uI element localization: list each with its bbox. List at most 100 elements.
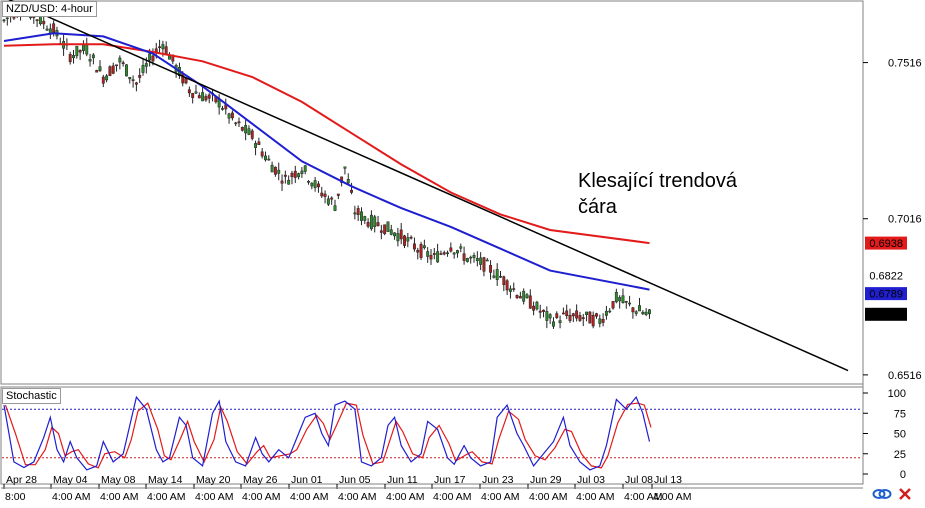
candle-body — [618, 297, 622, 302]
candle-body — [604, 310, 608, 316]
candle-body — [313, 180, 317, 188]
candle-body — [81, 44, 85, 51]
x-axis-time-label: 4:00 AM — [100, 491, 139, 503]
candle-body — [131, 79, 135, 81]
main-panel-frame — [0, 0, 864, 385]
candle-body — [111, 65, 115, 74]
x-axis-time-label: 4:00 AM — [481, 491, 520, 503]
candle-body — [68, 54, 72, 63]
candle-body — [581, 317, 585, 319]
link-icon[interactable] — [872, 487, 892, 501]
candle-body — [479, 257, 483, 265]
candle-body — [264, 155, 267, 161]
candle-body — [297, 173, 301, 178]
candle-body — [495, 269, 499, 280]
x-axis-date-label: May 14 — [148, 474, 183, 486]
candle-body — [201, 92, 205, 102]
candle-body — [307, 181, 310, 183]
candle-body — [144, 63, 148, 67]
candle-body — [187, 89, 191, 94]
x-axis-time-label: 8:00 — [5, 491, 26, 503]
candle-body — [389, 229, 393, 235]
candle-body — [244, 125, 248, 134]
candle-body — [134, 82, 138, 85]
price-label-box — [865, 236, 907, 250]
candle-body — [528, 295, 532, 309]
candle-body — [373, 216, 377, 228]
candle-body — [383, 224, 387, 235]
candle-body — [300, 170, 304, 174]
candle-body — [303, 165, 307, 172]
candle-body — [138, 75, 142, 78]
candle-body — [512, 288, 516, 290]
candle-body — [121, 62, 125, 65]
candle-body — [141, 65, 145, 73]
x-axis-date-label: Jun 17 — [434, 474, 466, 486]
candle-body — [105, 75, 109, 81]
candle-body — [221, 108, 224, 110]
candle-body — [45, 28, 49, 31]
candle-body — [85, 44, 89, 55]
candle-body — [608, 310, 612, 313]
candle-body — [601, 319, 605, 323]
candle-body — [508, 288, 512, 292]
stoch-panel-frame — [0, 386, 864, 485]
x-axis-time-label: 4:00 AM — [624, 491, 663, 503]
candle-body — [164, 46, 168, 54]
price-label-box — [865, 307, 907, 321]
candle-body — [561, 312, 565, 315]
stoch-axis-label: 50 — [894, 429, 906, 441]
candle-body — [492, 275, 496, 278]
candle-body — [250, 130, 254, 139]
candle-body — [452, 252, 456, 255]
candle-body — [346, 179, 350, 184]
candle-body — [624, 301, 628, 303]
candle-body — [240, 126, 244, 131]
candle-body — [489, 265, 493, 273]
x-axis-date-label: Jul 03 — [577, 474, 605, 486]
x-axis-date-label: May 20 — [196, 474, 231, 486]
candle-body — [575, 310, 579, 319]
stoch-chart-layer — [2, 395, 862, 471]
candle-body — [376, 222, 380, 227]
candle-body — [234, 122, 238, 125]
candle-body — [257, 141, 261, 145]
close-icon[interactable] — [898, 488, 912, 500]
candle-body — [393, 232, 397, 237]
candle-body — [499, 276, 502, 278]
x-axis-time-label: 4:00 AM — [576, 491, 615, 503]
candle-body — [320, 192, 324, 197]
x-axis-time-label: 4:00 AM — [433, 491, 472, 503]
x-axis-date-label: May 08 — [101, 474, 136, 486]
candle-body — [330, 197, 334, 200]
candle-body — [429, 255, 433, 260]
candle-body — [409, 236, 413, 239]
candle-body — [369, 214, 373, 230]
candle-body — [638, 305, 641, 312]
candle-body — [247, 128, 251, 135]
candle-body — [621, 295, 625, 303]
candle-body — [230, 112, 234, 119]
axis-layer: 0.7516 0.7016 0.6516 0.6938 0.6822 0.6789 0.67… — [1, 58, 922, 503]
candle-body — [436, 251, 440, 263]
candle-body — [98, 66, 102, 72]
candle-body — [565, 310, 569, 317]
candle-body — [571, 313, 575, 317]
x-axis-date-label: Jul 08 — [625, 474, 653, 486]
candle-body — [469, 256, 473, 259]
x-axis-date-label: Jun 11 — [387, 474, 418, 486]
candle-body — [403, 235, 406, 246]
x-axis-time-label: 4:00 AM — [195, 491, 234, 503]
x-axis-date-label: Jun 23 — [482, 474, 514, 486]
x-axis-date-label: May 26 — [243, 474, 278, 486]
candle-body — [5, 17, 9, 20]
candle-body — [42, 20, 46, 25]
candle-body — [648, 309, 651, 315]
candle-body — [343, 166, 347, 169]
candle-body — [628, 302, 632, 305]
candle-body — [227, 113, 231, 119]
y-axis-tick-label: 0.7016 — [888, 214, 922, 226]
candle-body — [558, 320, 562, 324]
chart-title: NZD/USD: 4-hour — [2, 1, 97, 17]
